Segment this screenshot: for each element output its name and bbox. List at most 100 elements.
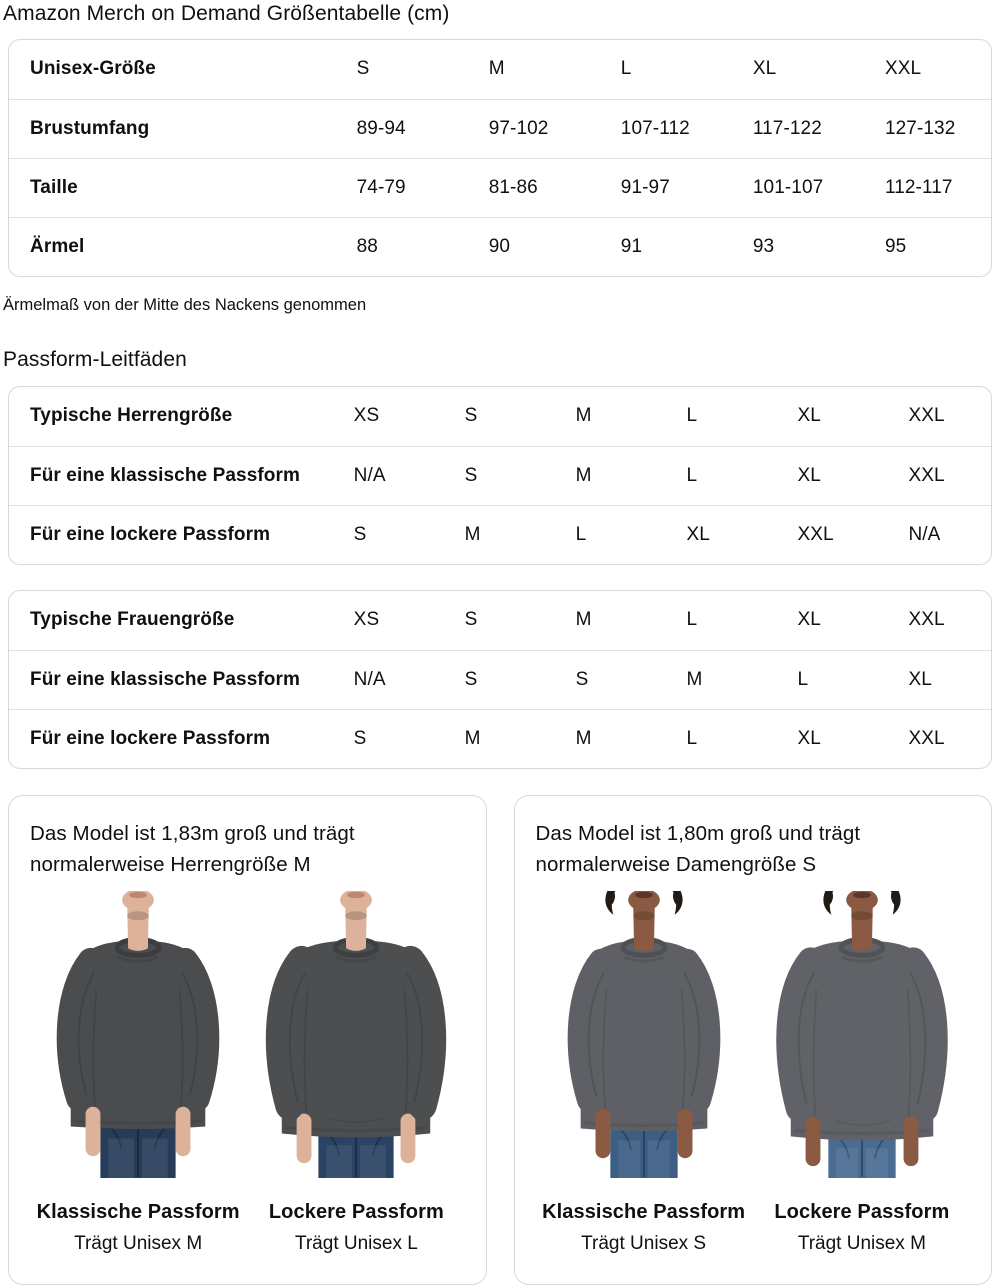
table-row: Für eine klassische Passform N/A S M L X…: [9, 445, 991, 505]
fit-size: Trägt Unisex L: [294, 1233, 418, 1254]
fit-name: Klassische Passform: [542, 1201, 746, 1223]
fit-table: Typische Frauengröße XS S M L XL XXL Für…: [9, 591, 991, 768]
unisex-size-table: Unisex-Größe S M L XL XXL Brustumfang 89…: [8, 39, 992, 277]
row-label: Unisex-Größe: [30, 58, 156, 80]
figure-caption: Lockere Passform Trägt Unisex L: [269, 1178, 444, 1255]
table-row: Für eine klassische Passform N/A S S M L…: [9, 649, 991, 709]
loose-fit-figure: Lockere Passform Trägt Unisex M: [753, 891, 971, 1255]
figure-caption: Klassische Passform Trägt Unisex M: [37, 1178, 240, 1255]
fit-value: M: [575, 708, 687, 768]
row-label: Brustumfang: [9, 98, 357, 158]
fit-name: Lockere Passform: [268, 1201, 444, 1223]
sleeve-measure-note: Ärmelmaß von der Mitte des Nackens genom…: [3, 296, 367, 314]
row-label: Für eine klassische Passform: [9, 445, 354, 505]
fit-value: M: [575, 445, 687, 505]
womens-model-card: Das Model ist 1,80m groß und trägt norma…: [513, 795, 992, 1285]
fit-value: S: [464, 609, 478, 631]
size-value: 95: [884, 216, 991, 276]
fit-value: M: [686, 649, 798, 709]
fit-value: S: [575, 649, 687, 709]
model-description: Das Model ist 1,80m groß und trägt norma…: [535, 822, 861, 876]
fit-value: XS: [353, 609, 380, 631]
fit-value: L: [686, 405, 698, 427]
row-label: Typische Herrengröße: [30, 405, 233, 427]
size-value: 91: [620, 216, 753, 276]
fit-value: M: [464, 504, 576, 564]
size-value: 74-79: [356, 157, 489, 217]
fit-name: Lockere Passform: [774, 1201, 950, 1223]
fit-value: S: [464, 649, 576, 709]
model-photos: Klassische Passform Trägt Unisex M Locke…: [29, 891, 466, 1255]
fit-size: Trägt Unisex M: [74, 1233, 203, 1254]
fit-value: XL: [686, 504, 798, 564]
size-value: 88: [356, 216, 489, 276]
size-value: 81-86: [488, 157, 621, 217]
model-description: Das Model ist 1,83m groß und trägt norma…: [30, 822, 355, 876]
size-table: Unisex-Größe S M L XL XXL Brustumfang 89…: [9, 40, 991, 276]
fit-size: Trägt Unisex S: [581, 1233, 707, 1254]
fit-value: XL: [908, 649, 991, 709]
fit-size: Trägt Unisex M: [797, 1233, 926, 1254]
fit-value: L: [686, 445, 798, 505]
table-row: Für eine lockere Passform S M L XL XXL N…: [9, 504, 991, 564]
fit-value: N/A: [353, 649, 465, 709]
fit-value: XXL: [908, 609, 945, 631]
table-header-row: Unisex-Größe S M L XL XXL: [9, 40, 991, 99]
column-header: XXL: [884, 58, 922, 80]
model-cards: Das Model ist 1,83m groß und trägt norma…: [8, 795, 992, 1285]
column-header: XL: [752, 58, 777, 80]
fit-value: S: [353, 708, 465, 768]
fit-value: XL: [797, 708, 909, 768]
table-row: Typische Herrengröße XS S M L XL XXL: [9, 387, 991, 446]
fit-guides-heading: Passform-Leitfäden: [3, 348, 187, 371]
fit-value: XXL: [908, 405, 945, 427]
column-header: S: [356, 58, 370, 80]
row-label: Für eine lockere Passform: [9, 708, 354, 768]
figure-caption: Klassische Passform Trägt Unisex S: [542, 1178, 745, 1255]
page-title: Amazon Merch on Demand Größentabelle (cm…: [3, 2, 450, 25]
model-photo: [257, 891, 455, 1178]
fit-value: XL: [797, 405, 821, 427]
row-label: Für eine klassische Passform: [9, 649, 354, 709]
table-row: Taille 74-79 81-86 91-97 101-107 112-117: [9, 157, 991, 217]
size-value: 93: [752, 216, 885, 276]
fit-value: L: [686, 708, 798, 768]
table-row: Ärmel 88 90 91 93 95: [9, 216, 991, 276]
model-photo: [545, 891, 743, 1178]
figure-caption: Lockere Passform Trägt Unisex M: [774, 1178, 949, 1255]
size-value: 112-117: [884, 157, 991, 217]
fit-value: M: [575, 609, 592, 631]
fit-value: M: [464, 708, 576, 768]
size-value: 97-102: [488, 98, 621, 158]
size-value: 107-112: [620, 98, 753, 158]
womens-fit-table: Typische Frauengröße XS S M L XL XXL Für…: [8, 590, 992, 769]
fit-name: Klassische Passform: [36, 1201, 240, 1223]
fit-value: XXL: [908, 708, 991, 768]
table-row: Für eine lockere Passform S M M L XL XXL: [9, 708, 991, 768]
table-row: Brustumfang 89-94 97-102 107-112 117-122…: [9, 98, 991, 158]
fit-value: M: [575, 405, 592, 427]
size-guide-page: Amazon Merch on Demand Größentabelle (cm…: [3, 2, 992, 1285]
table-row: Typische Frauengröße XS S M L XL XXL: [9, 591, 991, 650]
row-label: Für eine lockere Passform: [9, 504, 354, 564]
fit-value: XXL: [797, 504, 909, 564]
fit-value: XS: [353, 405, 380, 427]
size-value: 117-122: [752, 98, 885, 158]
row-label: Typische Frauengröße: [30, 609, 235, 631]
fit-value: S: [464, 405, 478, 427]
size-value: 89-94: [356, 98, 489, 158]
fit-table: Typische Herrengröße XS S M L XL XXL Für…: [9, 387, 991, 564]
mens-model-card: Das Model ist 1,83m groß und trägt norma…: [8, 795, 487, 1285]
model-photos: Klassische Passform Trägt Unisex S Locke…: [535, 891, 972, 1255]
size-value: 101-107: [752, 157, 885, 217]
fit-value: S: [353, 504, 465, 564]
fit-value: L: [686, 609, 698, 631]
model-photo: [763, 891, 961, 1178]
fit-value: L: [575, 504, 687, 564]
fit-value: N/A: [353, 445, 465, 505]
model-photo: [39, 891, 237, 1178]
fit-value: XL: [797, 609, 821, 631]
fit-value: XL: [797, 445, 909, 505]
fit-value: N/A: [908, 504, 991, 564]
size-value: 91-97: [620, 157, 753, 217]
